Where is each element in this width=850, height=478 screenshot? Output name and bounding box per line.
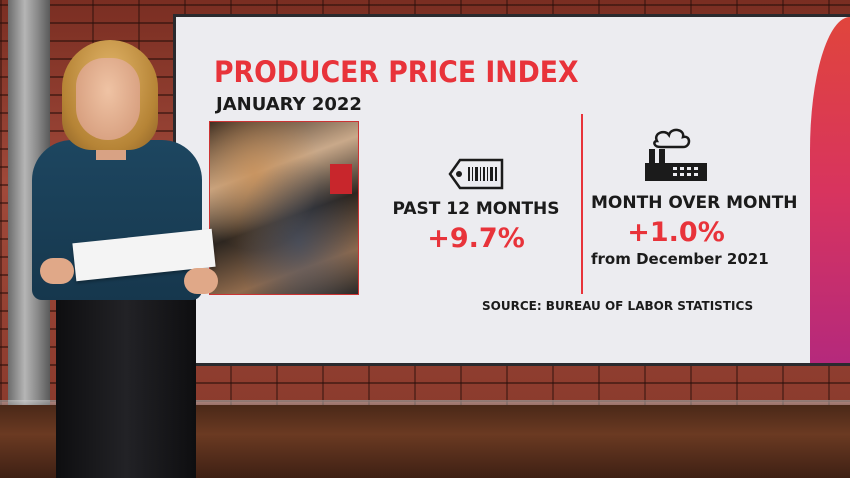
presenter-left-hand xyxy=(40,258,74,284)
presenter-skirt xyxy=(56,280,196,478)
presenter-figure xyxy=(0,0,240,478)
month-over-month-note: from December 2021 xyxy=(591,250,769,268)
shoppers-photo xyxy=(209,121,359,295)
graphic-subtitle: JANUARY 2022 xyxy=(216,94,362,115)
month-over-month-value: +1.0% xyxy=(627,217,725,248)
floor-trim xyxy=(0,400,850,408)
presenter-face xyxy=(76,58,140,140)
past-12-months-stat: PAST 12 MONTHS +9.7% xyxy=(386,157,566,254)
graphic-screen: PRODUCER PRICE INDEX JANUARY 2022 PAST 1… xyxy=(173,14,850,366)
source-credit: SOURCE: BUREAU OF LABOR STATISTICS xyxy=(482,299,754,313)
presenter-right-hand xyxy=(184,268,218,294)
screen-accent-stripe xyxy=(810,17,850,363)
past-12-months-value: +9.7% xyxy=(427,223,525,254)
column-divider xyxy=(581,114,583,294)
past-12-months-label: PAST 12 MONTHS xyxy=(392,199,560,219)
month-over-month-label: MONTH OVER MONTH xyxy=(591,193,798,213)
graphic-title: PRODUCER PRICE INDEX xyxy=(214,55,579,89)
factory-icon xyxy=(645,128,707,181)
price-tag-icon xyxy=(448,158,504,190)
month-over-month-stat: MONTH OVER MONTH +1.0% from December 202… xyxy=(591,127,798,268)
store-sign xyxy=(330,164,352,194)
